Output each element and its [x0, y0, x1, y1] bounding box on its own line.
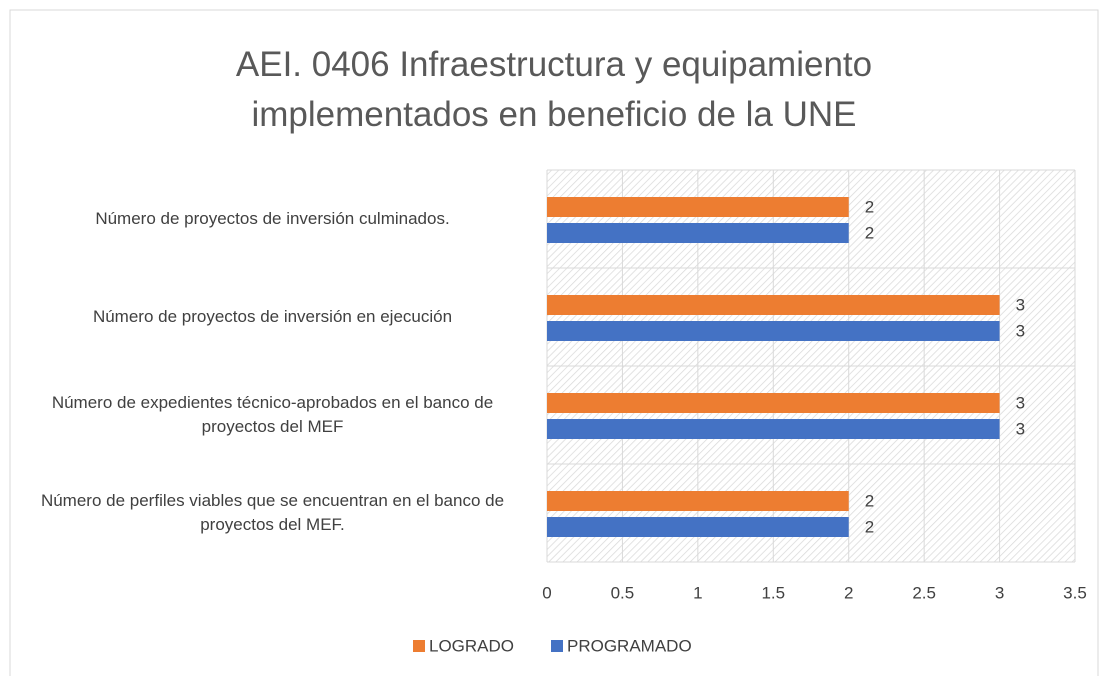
legend-label: LOGRADO	[429, 636, 514, 655]
x-tick-label: 0.5	[611, 583, 635, 602]
data-label: 3	[1016, 419, 1025, 438]
data-label: 3	[1016, 393, 1025, 412]
data-label: 3	[1016, 321, 1025, 340]
data-label: 2	[865, 223, 874, 242]
y-tick-label: Número de perfiles viables que se encuen…	[40, 491, 505, 534]
x-tick-label: 2.5	[912, 583, 936, 602]
bar	[547, 197, 849, 217]
data-label: 3	[1016, 295, 1025, 314]
bar	[547, 491, 849, 511]
data-label: 2	[865, 491, 874, 510]
x-tick-label: 1.5	[761, 583, 785, 602]
data-label: 2	[865, 517, 874, 536]
legend-swatch	[551, 640, 563, 652]
x-tick-label: 1	[693, 583, 702, 602]
bar	[547, 419, 1000, 439]
bar	[547, 517, 849, 537]
legend-label: PROGRAMADO	[567, 636, 692, 655]
chart-border	[9, 9, 1099, 676]
x-tick-label: 3	[995, 583, 1004, 602]
data-label: 2	[865, 197, 874, 216]
y-tick-label: Número de expedientes técnico-aprobados …	[51, 393, 494, 436]
x-tick-label: 2	[844, 583, 853, 602]
y-tick-label: Número de proyectos de inversión culmina…	[95, 209, 450, 228]
chart-title: AEI. 0406 Infraestructura y equipamiento…	[235, 45, 873, 134]
bar	[547, 295, 1000, 315]
x-tick-label: 3.5	[1063, 583, 1087, 602]
x-tick-label: 0	[542, 583, 551, 602]
bar	[547, 393, 1000, 413]
y-tick-label: Número de proyectos de inversión en ejec…	[92, 307, 453, 326]
bar	[547, 321, 1000, 341]
bar	[547, 223, 849, 243]
legend-swatch	[413, 640, 425, 652]
